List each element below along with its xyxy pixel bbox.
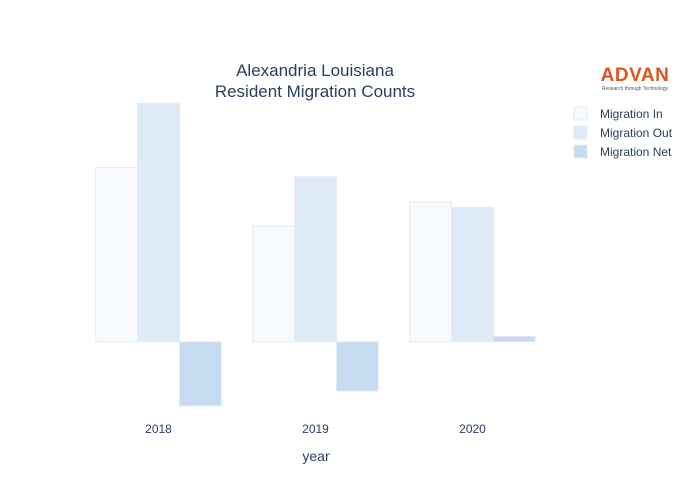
logo-wordmark: ADVAN <box>600 65 670 86</box>
chart-title-line-2: Resident Migration Counts <box>215 82 415 101</box>
bar-migration-out-2020 <box>451 206 495 343</box>
bar-migration-out-2019 <box>294 176 338 343</box>
legend-label-migration-in[interactable]: Migration In <box>600 107 663 121</box>
bar-migration-in-2018 <box>95 166 139 343</box>
chart-title-line-1: Alexandria Louisiana <box>236 61 394 80</box>
bar-migration-in-2020 <box>409 201 453 343</box>
legend: Migration In Migration Out Migration Net <box>573 106 673 159</box>
legend-label-migration-out[interactable]: Migration Out <box>600 126 673 140</box>
bar-migration-in-2019 <box>252 225 296 343</box>
legend-label-migration-net[interactable]: Migration Net <box>600 145 672 159</box>
legend-swatch-migration-out[interactable] <box>573 125 588 140</box>
bar-migration-out-2018 <box>137 102 181 343</box>
x-tick-labels: 2018 2019 2020 <box>145 422 486 436</box>
legend-swatch-migration-net[interactable] <box>573 144 588 159</box>
bar-migration-net-2019 <box>335 341 379 392</box>
legend-swatch-migration-in[interactable] <box>573 106 588 121</box>
x-tick-label-2018: 2018 <box>145 422 172 436</box>
bar-migration-net-2020 <box>492 335 536 343</box>
bars-group <box>95 102 536 407</box>
x-axis-title: year <box>302 448 330 464</box>
x-tick-label-2020: 2020 <box>459 422 486 436</box>
logo-tagline: Research through Technology <box>601 86 669 92</box>
x-tick-label-2019: 2019 <box>302 422 329 436</box>
bar-migration-net-2018 <box>178 341 222 407</box>
advan-logo: ADVAN Research through Technology <box>590 65 680 93</box>
